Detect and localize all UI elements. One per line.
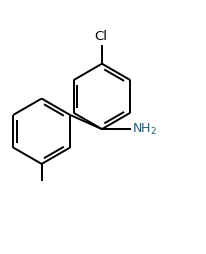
Text: Cl: Cl — [94, 30, 107, 43]
Text: NH$_2$: NH$_2$ — [132, 122, 157, 137]
